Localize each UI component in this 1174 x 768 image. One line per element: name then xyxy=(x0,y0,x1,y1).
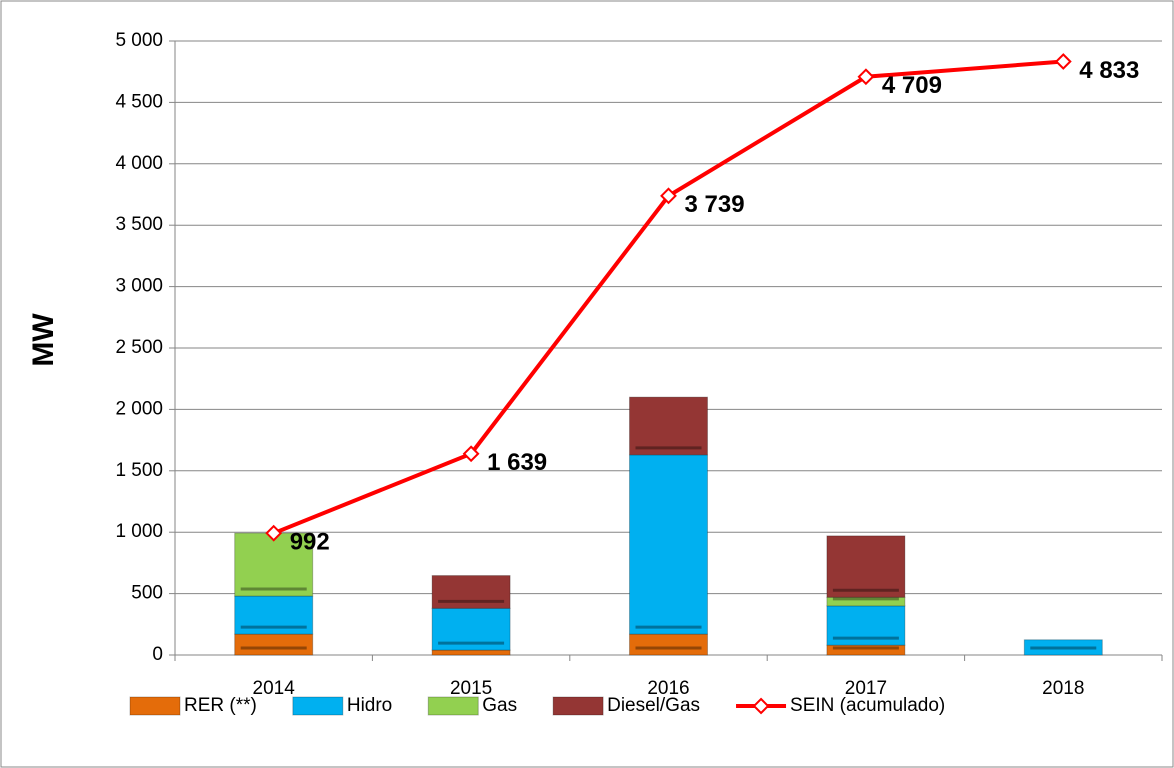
bar-segment xyxy=(234,633,314,656)
bar-segment xyxy=(629,396,708,456)
x-tick-label: 2016 xyxy=(647,678,689,699)
x-tick-label: 2014 xyxy=(253,678,296,699)
data-label: 4 833 xyxy=(1079,57,1139,84)
y-tick-label: 1 500 xyxy=(115,460,163,481)
bar-segment xyxy=(234,595,314,635)
y-tick-label: 4 500 xyxy=(115,91,163,112)
y-tick-label: 4 000 xyxy=(115,153,163,174)
legend-swatch xyxy=(129,696,181,716)
y-tick-label: 3 000 xyxy=(115,276,163,297)
bar-segment xyxy=(629,454,708,635)
bar-segment xyxy=(826,535,906,598)
y-tick-label: 0 xyxy=(152,644,163,665)
bar-segment xyxy=(234,532,314,597)
x-tick-label: 2018 xyxy=(1042,678,1084,699)
x-tick-label: 2017 xyxy=(845,678,887,699)
bar-segment xyxy=(629,633,708,656)
legend-label: Diesel/Gas xyxy=(607,695,700,716)
bar-segment xyxy=(1023,639,1103,656)
line-marker xyxy=(857,68,875,86)
legend-swatch xyxy=(752,697,770,715)
legend-swatch xyxy=(292,696,344,716)
legend-label: Gas xyxy=(482,695,517,716)
line-marker xyxy=(462,445,480,463)
data-label: 1 639 xyxy=(487,449,547,476)
legend-swatch xyxy=(427,696,479,716)
y-tick-label: 2 000 xyxy=(115,398,163,419)
legend-swatch xyxy=(552,696,604,716)
y-tick-label: 5 000 xyxy=(115,30,163,51)
line-marker xyxy=(1054,53,1072,70)
data-label: 4 709 xyxy=(882,72,942,99)
bar-segment xyxy=(826,605,906,646)
bar-segment xyxy=(431,575,511,609)
legend-label: SEIN (acumulado) xyxy=(790,695,945,716)
y-axis-title: MW xyxy=(27,313,60,367)
x-tick-label: 2015 xyxy=(450,678,492,699)
data-label: 992 xyxy=(290,529,330,556)
line-marker xyxy=(660,187,677,205)
y-tick-label: 1 000 xyxy=(115,521,163,542)
line-marker xyxy=(265,524,283,542)
legend-label: Hidro xyxy=(347,695,392,716)
data-label: 3 739 xyxy=(685,191,745,218)
bar-segment xyxy=(431,607,511,651)
legend-label: RER (**) xyxy=(184,695,257,716)
y-tick-label: 2 500 xyxy=(115,337,163,358)
y-tick-label: 500 xyxy=(131,583,163,604)
bar-segment xyxy=(431,649,511,656)
y-tick-label: 3 500 xyxy=(115,214,163,235)
